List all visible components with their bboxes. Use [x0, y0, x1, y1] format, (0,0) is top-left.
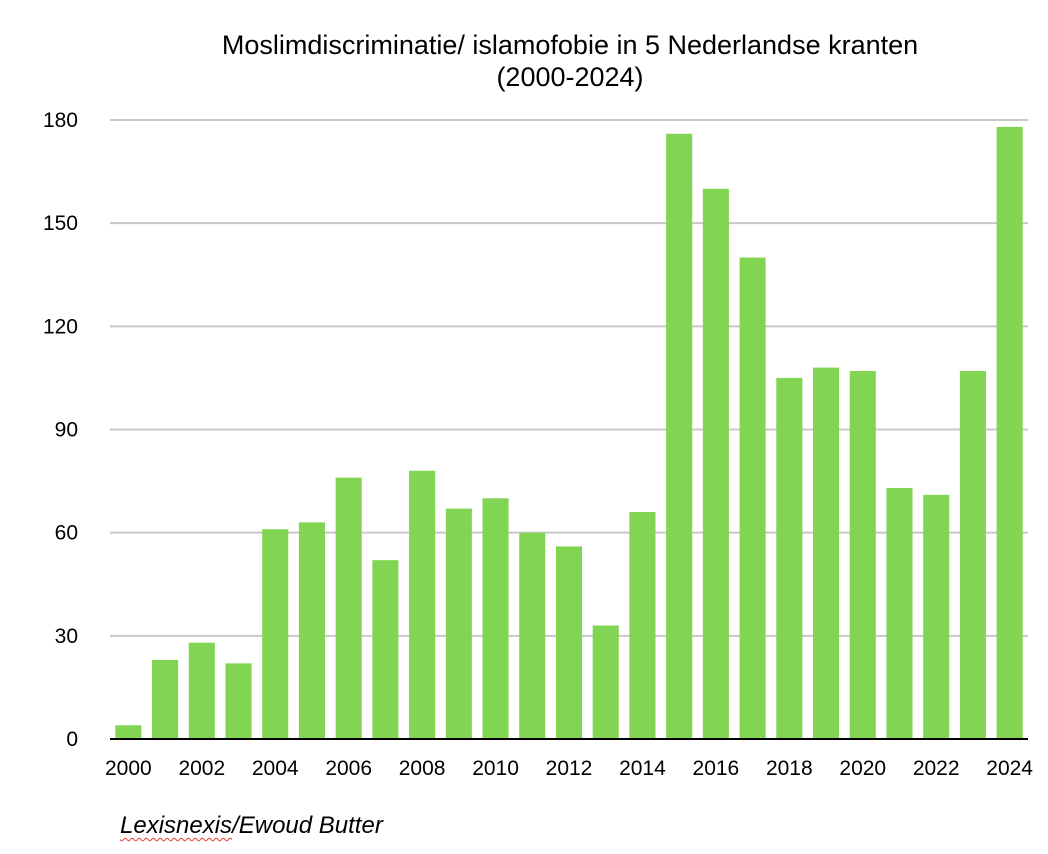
y-tick-label: 60: [55, 522, 78, 545]
bar-2000: [115, 725, 142, 739]
source-credit: Lexisnexis/Ewoud Butter: [120, 812, 383, 840]
bar-2020: [849, 371, 876, 739]
x-tick-label: 2024: [986, 757, 1033, 780]
x-tick-label: 2012: [546, 757, 593, 780]
bar-2002: [188, 642, 215, 739]
bar-2015: [666, 133, 693, 739]
bar-2005: [298, 522, 325, 739]
x-tick-label: 2014: [619, 757, 666, 780]
bar-2014: [629, 512, 656, 739]
x-tick-label: 2022: [913, 757, 960, 780]
bar-2001: [152, 659, 179, 739]
bar-2013: [592, 625, 619, 739]
bar-2018: [776, 377, 803, 739]
bar-2011: [519, 532, 546, 739]
bar-2003: [225, 663, 252, 739]
x-tick-label: 2004: [252, 757, 299, 780]
chart-title: Moslimdiscriminatie/ islamofobie in 5 Ne…: [221, 30, 919, 60]
x-tick-label: 2006: [325, 757, 372, 780]
y-tick-label: 90: [55, 419, 78, 442]
x-tick-label: 2002: [178, 757, 225, 780]
bar-2019: [813, 367, 840, 739]
bar-2012: [555, 546, 583, 739]
y-tick-label: 0: [66, 728, 78, 751]
bar-2010: [482, 498, 509, 739]
bar-2008: [409, 470, 436, 739]
bar-2007: [372, 560, 399, 739]
source-rest-text: /Ewoud Butter: [232, 812, 383, 839]
bar-2021: [886, 487, 913, 739]
y-tick-label: 30: [55, 625, 78, 648]
bar-2022: [923, 494, 950, 739]
bar-2009: [445, 508, 472, 739]
y-tick-label: 150: [43, 212, 78, 235]
chart-subtitle: (2000-2024): [496, 62, 644, 92]
y-tick-label: 180: [43, 109, 78, 132]
x-tick-label: 2000: [105, 757, 152, 780]
y-tick-label: 120: [43, 315, 78, 338]
bar-2004: [262, 529, 289, 739]
source-underlined-text: Lexisnexis: [120, 812, 233, 839]
x-tick-label: 2016: [693, 757, 740, 780]
x-tick-label: 2008: [399, 757, 446, 780]
bar-2006: [335, 477, 362, 739]
bar-2017: [739, 257, 766, 739]
y-axis-ticks: 0 30 60 90 120 150 180: [43, 109, 78, 751]
bar-2023: [959, 371, 986, 739]
bars: [115, 126, 1023, 739]
x-tick-label: 2018: [766, 757, 813, 780]
bar-2024: [996, 126, 1023, 739]
x-tick-label: 2020: [839, 757, 886, 780]
bar-2016: [702, 188, 729, 739]
x-tick-label: 2010: [472, 757, 519, 780]
x-axis-ticks: 2000 2002 2004 2006 2008 2010 2012 2014 2016 2018…: [105, 757, 1033, 780]
